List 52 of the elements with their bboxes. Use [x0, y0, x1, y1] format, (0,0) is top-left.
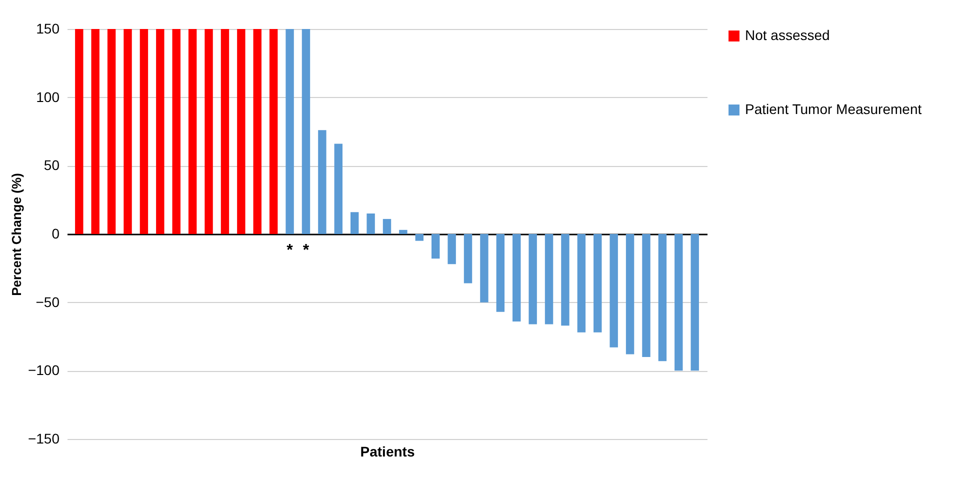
bar: [75, 29, 84, 234]
bar: [577, 234, 586, 332]
bar: [610, 234, 618, 348]
bar: [594, 234, 602, 332]
bar: [674, 234, 683, 371]
annotation: *: [286, 242, 294, 259]
bar: [642, 234, 650, 357]
bar: [399, 230, 408, 234]
bar: [448, 234, 456, 264]
bar: [658, 234, 667, 362]
y-tick-label: −100: [28, 362, 60, 378]
legend-label: Patient Tumor Measurement: [745, 101, 922, 117]
bar: [350, 212, 359, 234]
y-tick-label: −150: [28, 430, 60, 446]
bar: [464, 234, 472, 284]
bar: [690, 234, 699, 371]
bar: [496, 234, 505, 312]
bar: [415, 234, 424, 241]
bar: [253, 29, 262, 234]
bar: [91, 29, 100, 234]
bar: [561, 234, 570, 326]
bar: [286, 29, 294, 234]
bar: [432, 234, 440, 259]
bar: [366, 214, 375, 234]
y-tick-label: 100: [36, 88, 60, 105]
bar: [382, 218, 392, 234]
legend-label: Not assessed: [745, 27, 830, 43]
y-axis-title: Percent Change (%): [8, 173, 24, 296]
bar: [156, 29, 164, 234]
y-tick-label: 50: [44, 157, 60, 174]
bar: [544, 234, 554, 324]
annotation: *: [302, 242, 310, 259]
bar: [269, 29, 278, 234]
bar: [204, 29, 213, 234]
bar: [318, 130, 326, 234]
x-axis-title: Patients: [360, 444, 415, 460]
bar: [626, 234, 634, 354]
bar: [140, 29, 148, 234]
bar: [480, 234, 488, 302]
bar: [220, 29, 230, 234]
y-tick-label: 0: [52, 226, 60, 242]
bar: [188, 29, 197, 234]
y-tick-label: 150: [36, 20, 60, 36]
bar: [512, 234, 521, 322]
bar: [172, 29, 180, 234]
bar: [528, 234, 537, 324]
bar: [124, 29, 132, 234]
bar: [237, 29, 246, 234]
bar: [302, 29, 310, 234]
bar: [107, 29, 116, 234]
bar: [334, 144, 342, 234]
y-tick-label: −50: [36, 294, 60, 310]
